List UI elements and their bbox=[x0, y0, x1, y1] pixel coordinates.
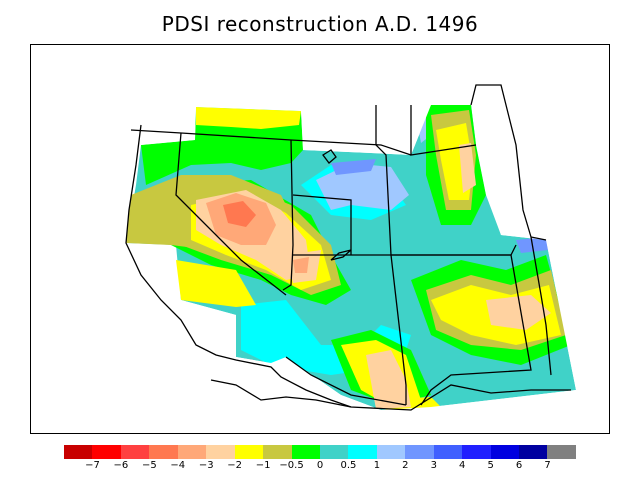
legend-tick-label: 0.5 bbox=[340, 460, 357, 471]
legend-tick-label: −7 bbox=[85, 460, 100, 471]
legend-swatch bbox=[462, 445, 491, 459]
field-lightblue-1 bbox=[316, 163, 409, 210]
legend-swatch bbox=[519, 445, 548, 459]
boundary-nm-tx bbox=[420, 254, 532, 406]
legend-swatch bbox=[291, 445, 320, 459]
legend-swatch bbox=[319, 445, 349, 459]
legend-swatch bbox=[376, 445, 406, 459]
legend-swatch bbox=[547, 445, 576, 459]
legend-tick-label: −4 bbox=[170, 460, 186, 471]
legend-tick-label: 3 bbox=[430, 460, 437, 471]
boundary-ca-nv bbox=[175, 132, 287, 296]
legend-swatch bbox=[348, 445, 377, 459]
field-yellow-w bbox=[176, 260, 256, 307]
legend-swatch bbox=[64, 445, 93, 459]
legend-labels: −7 −6 −5 −4 −3 −2 −1 −0.5 0 0.5 1 2 3 4 5 6 7 bbox=[64, 460, 576, 474]
legend-swatch bbox=[234, 445, 264, 459]
boundary-nv-ut bbox=[282, 139, 294, 291]
field-peach-e bbox=[459, 143, 476, 193]
boundary-mt-nd bbox=[410, 105, 477, 156]
boundary-wy-co bbox=[375, 105, 392, 256]
legend-swatch bbox=[120, 445, 150, 459]
legend-tick-label: −1 bbox=[255, 460, 271, 471]
boundary-id-ut-wy bbox=[292, 194, 352, 255]
legend-swatch bbox=[149, 445, 178, 459]
legend-tick-label: −0.5 bbox=[279, 460, 304, 471]
pdsi-field bbox=[126, 105, 576, 410]
legend-tick-label: −2 bbox=[227, 460, 243, 471]
legend-swatch bbox=[405, 445, 434, 459]
state-boundaries bbox=[125, 84, 571, 411]
mask-northeast bbox=[476, 105, 609, 240]
boundary-tx-east bbox=[530, 236, 552, 376]
field-peach-s bbox=[366, 350, 411, 409]
mask-north bbox=[141, 45, 609, 155]
coastline bbox=[125, 124, 352, 408]
boundary-mexico bbox=[210, 379, 571, 411]
legend-swatch bbox=[433, 445, 463, 459]
pdsi-map bbox=[30, 44, 610, 434]
lake-powell bbox=[330, 249, 352, 261]
legend-tick-label: 0 bbox=[316, 460, 324, 471]
domain-mask bbox=[31, 45, 609, 433]
legend-tick-label: 4 bbox=[459, 460, 466, 471]
legend-swatch bbox=[92, 445, 121, 459]
field-yellow-n bbox=[196, 107, 301, 129]
great-salt-lake bbox=[322, 149, 337, 164]
legend-swatch bbox=[177, 445, 207, 459]
boundary-az-mexico bbox=[285, 356, 407, 406]
legend-swatch bbox=[490, 445, 519, 459]
legend-tick-label: 1 bbox=[373, 460, 381, 471]
legend-tick-label: 2 bbox=[402, 460, 409, 471]
legend-tick-label: 5 bbox=[487, 460, 494, 471]
boundary-az-nm bbox=[390, 254, 407, 405]
legend-tick-label: 7 bbox=[544, 460, 551, 471]
field-blue-1 bbox=[331, 159, 376, 175]
legend-tick-label: −5 bbox=[141, 460, 157, 471]
map-canvas bbox=[31, 45, 609, 433]
legend-swatch bbox=[263, 445, 292, 459]
field-peach-se bbox=[486, 295, 551, 330]
map-title: PDSI reconstruction A.D. 1496 bbox=[161, 12, 479, 36]
field-red-core bbox=[223, 201, 256, 227]
mask-pacific bbox=[31, 45, 609, 433]
legend-colorbar bbox=[64, 445, 576, 459]
mask-east bbox=[546, 235, 609, 390]
legend-swatch bbox=[206, 445, 235, 459]
field-orange-c bbox=[293, 257, 309, 273]
legend-tick-label: −3 bbox=[198, 460, 214, 471]
legend-tick-label: 6 bbox=[515, 460, 523, 471]
legend-tick-label: −6 bbox=[113, 460, 129, 471]
